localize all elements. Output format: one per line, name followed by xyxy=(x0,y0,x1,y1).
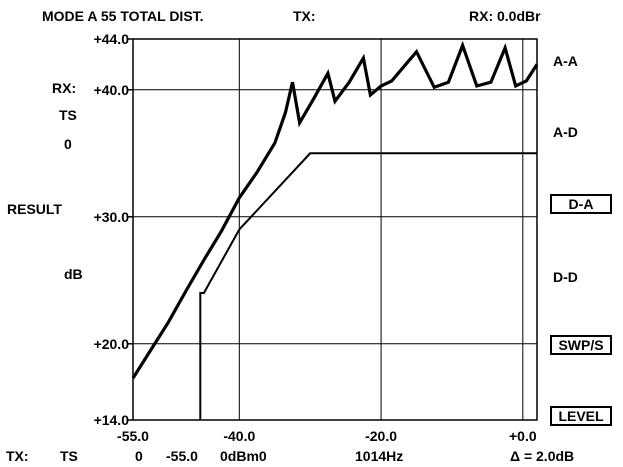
x-tick-label: -40.0 xyxy=(223,428,255,444)
y-tick-label: +20.0 xyxy=(94,336,130,352)
y-tick-label: +30.0 xyxy=(94,209,130,225)
rx-label: RX: xyxy=(52,80,77,96)
y-tick-label: +14.0 xyxy=(94,412,130,428)
footer-ts-value: 0 xyxy=(135,448,143,464)
unit-label: dB xyxy=(64,266,83,282)
y-tick-label: +40.0 xyxy=(94,82,130,98)
ts-label: TS xyxy=(59,107,77,123)
footer-delta: Δ = 2.0dB xyxy=(510,448,575,464)
footer-ts-label: TS xyxy=(60,448,78,464)
x-tick-label: +0.0 xyxy=(509,428,537,444)
softkey-level[interactable]: LEVEL xyxy=(550,406,612,426)
result-label: RESULT xyxy=(7,201,62,217)
footer-level: -55.0 xyxy=(166,448,198,464)
y-tick-label: +44.0 xyxy=(94,31,130,47)
footer-tx-label: TX: xyxy=(6,448,29,464)
softkey-d-d[interactable]: D-D xyxy=(553,269,578,285)
softkey-a-d[interactable]: A-D xyxy=(553,124,578,140)
footer-ref: 0dBm0 xyxy=(220,448,267,464)
template-limit-line xyxy=(199,152,537,420)
mode-title: MODE A 55 TOTAL DIST. xyxy=(42,8,204,24)
measured-distortion-line xyxy=(131,40,539,379)
x-tick-label: -20.0 xyxy=(365,428,397,444)
softkey-d-a[interactable]: D-A xyxy=(550,194,612,214)
ts-value: 0 xyxy=(64,136,72,152)
footer-freq: 1014Hz xyxy=(355,448,404,464)
tx-header-label: TX: xyxy=(293,8,316,24)
softkey-a-a[interactable]: A-A xyxy=(553,53,578,69)
plot-frame xyxy=(132,38,538,421)
rx-header-value: RX: 0.0dBr xyxy=(469,8,541,24)
softkey-swp-s[interactable]: SWP/S xyxy=(550,335,612,355)
x-tick-label: -55.0 xyxy=(117,428,149,444)
